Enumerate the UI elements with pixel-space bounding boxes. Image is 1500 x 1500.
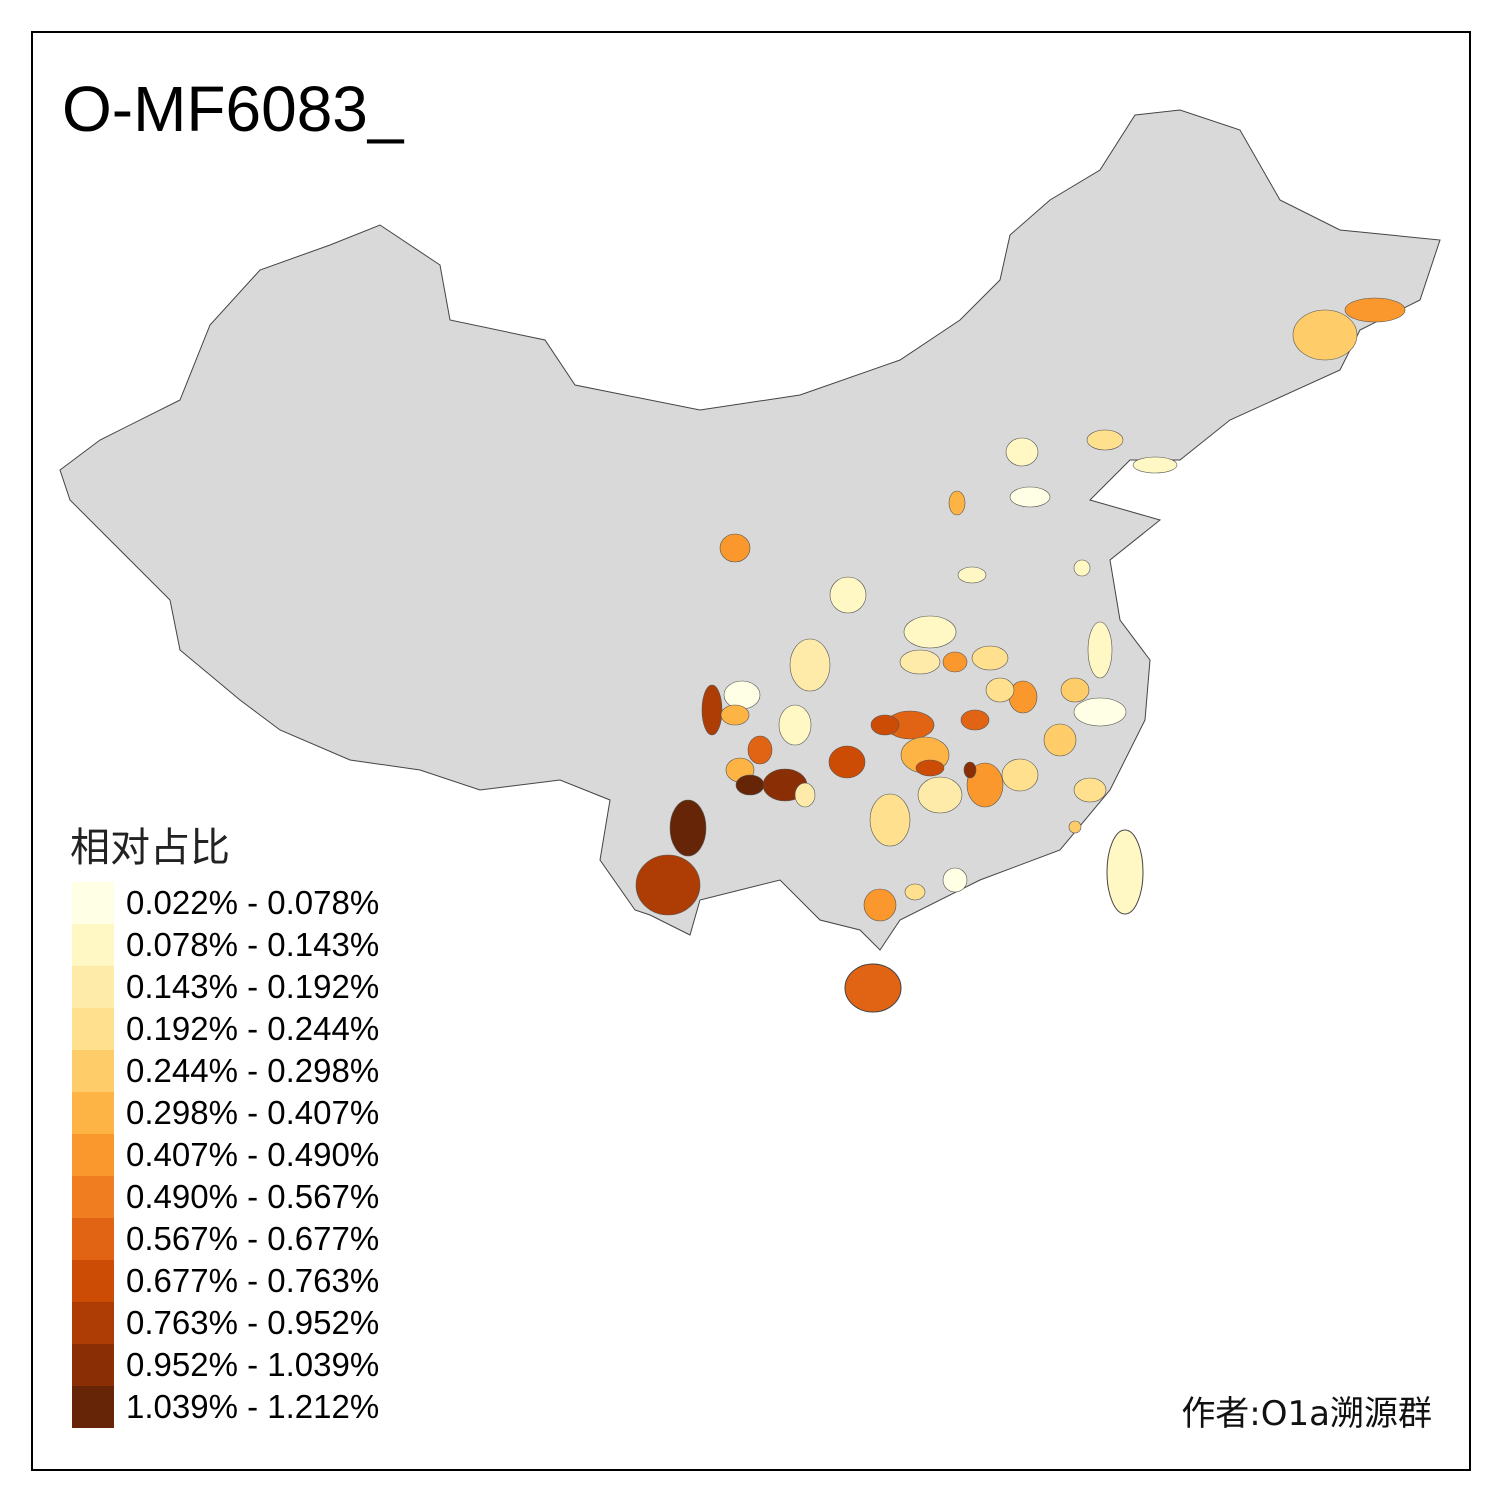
region: [1068, 820, 1082, 834]
legend-label: 0.490% - 0.567%: [126, 1178, 380, 1215]
legend-swatch: [72, 1260, 114, 1302]
region: [870, 714, 900, 736]
legend-item: 0.143% - 0.192%: [72, 966, 379, 1008]
legend-label: 0.677% - 0.763%: [126, 1262, 380, 1299]
region: [635, 854, 701, 916]
region: [1005, 437, 1039, 467]
region: [957, 566, 987, 584]
legend-label: 0.192% - 0.244%: [126, 1010, 380, 1047]
legend-swatch: [72, 882, 114, 924]
region: [1132, 456, 1178, 474]
region: [723, 680, 761, 710]
legend-label: 0.022% - 0.078%: [126, 884, 380, 921]
region: [719, 533, 751, 563]
legend-swatch: [72, 1092, 114, 1134]
legend-label: 0.298% - 0.407%: [126, 1094, 380, 1131]
region: [747, 735, 773, 765]
legend-item: 0.763% - 0.952%: [72, 1302, 379, 1344]
region: [1001, 758, 1039, 792]
region: [829, 576, 867, 614]
legend-item: 0.952% - 1.039%: [72, 1344, 379, 1386]
legend-swatch: [72, 1008, 114, 1050]
legend-swatch: [72, 966, 114, 1008]
region: [1009, 486, 1051, 508]
map-title: O-MF6083_: [62, 73, 404, 145]
region: [701, 684, 723, 736]
legend-item: 0.244% - 0.298%: [72, 1050, 379, 1092]
legend-swatch: [72, 1176, 114, 1218]
legend-label: 0.952% - 1.039%: [126, 1346, 380, 1383]
region: [971, 645, 1009, 671]
region: [948, 490, 966, 516]
legend-label: 0.763% - 0.952%: [126, 1304, 380, 1341]
legend-item: 0.677% - 0.763%: [72, 1260, 379, 1302]
region: [942, 651, 968, 673]
legend-item: 0.192% - 0.244%: [72, 1008, 379, 1050]
legend: 0.022% - 0.078% 0.078% - 0.143% 0.143% - 0…: [72, 882, 379, 1428]
legend-item: 0.078% - 0.143%: [72, 924, 379, 966]
region-hainan: [844, 963, 902, 1013]
legend-label: 0.567% - 0.677%: [126, 1220, 380, 1257]
legend-label: 1.039% - 1.212%: [126, 1388, 380, 1425]
china-outline: [59, 109, 1441, 951]
region: [1344, 297, 1406, 323]
legend-item: 1.039% - 1.212%: [72, 1386, 379, 1428]
legend-swatch: [72, 1218, 114, 1260]
region: [1073, 559, 1091, 577]
region: [960, 709, 990, 731]
legend-label: 0.407% - 0.490%: [126, 1136, 380, 1173]
region: [1073, 697, 1127, 727]
legend-label: 0.143% - 0.192%: [126, 968, 380, 1005]
legend-swatch: [72, 1134, 114, 1176]
legend-swatch: [72, 1050, 114, 1092]
region: [966, 762, 1004, 808]
region: [1087, 621, 1113, 679]
legend-label: 0.244% - 0.298%: [126, 1052, 380, 1089]
region: [1043, 723, 1077, 757]
legend-item: 0.407% - 0.490%: [72, 1134, 379, 1176]
region: [778, 704, 812, 746]
legend-title: 相对占比: [70, 825, 230, 871]
region: [869, 793, 911, 847]
legend-label: 0.078% - 0.143%: [126, 926, 380, 963]
legend-swatch: [72, 1344, 114, 1386]
region: [903, 615, 957, 649]
region: [669, 799, 707, 857]
region: [720, 704, 750, 726]
region: [1060, 677, 1090, 703]
region: [985, 677, 1015, 703]
region: [904, 883, 926, 901]
legend-item: 0.490% - 0.567%: [72, 1176, 379, 1218]
author-credit: 作者:O1a溯源群: [1181, 1394, 1432, 1434]
region-taiwan: [1106, 829, 1144, 915]
legend-item: 0.298% - 0.407%: [72, 1092, 379, 1134]
legend-item: 0.567% - 0.677%: [72, 1218, 379, 1260]
legend-swatch: [72, 924, 114, 966]
region: [963, 761, 977, 779]
region: [1073, 777, 1107, 803]
region: [942, 867, 968, 893]
region: [917, 776, 963, 814]
region: [915, 759, 945, 777]
legend-swatch: [72, 1386, 114, 1428]
region: [828, 745, 866, 779]
region: [863, 888, 897, 922]
region: [735, 774, 765, 796]
region: [1086, 429, 1124, 451]
region: [899, 649, 941, 675]
region: [1292, 309, 1358, 361]
region: [789, 638, 831, 692]
legend-item: 0.022% - 0.078%: [72, 882, 379, 924]
region: [794, 782, 816, 808]
legend-swatch: [72, 1302, 114, 1344]
